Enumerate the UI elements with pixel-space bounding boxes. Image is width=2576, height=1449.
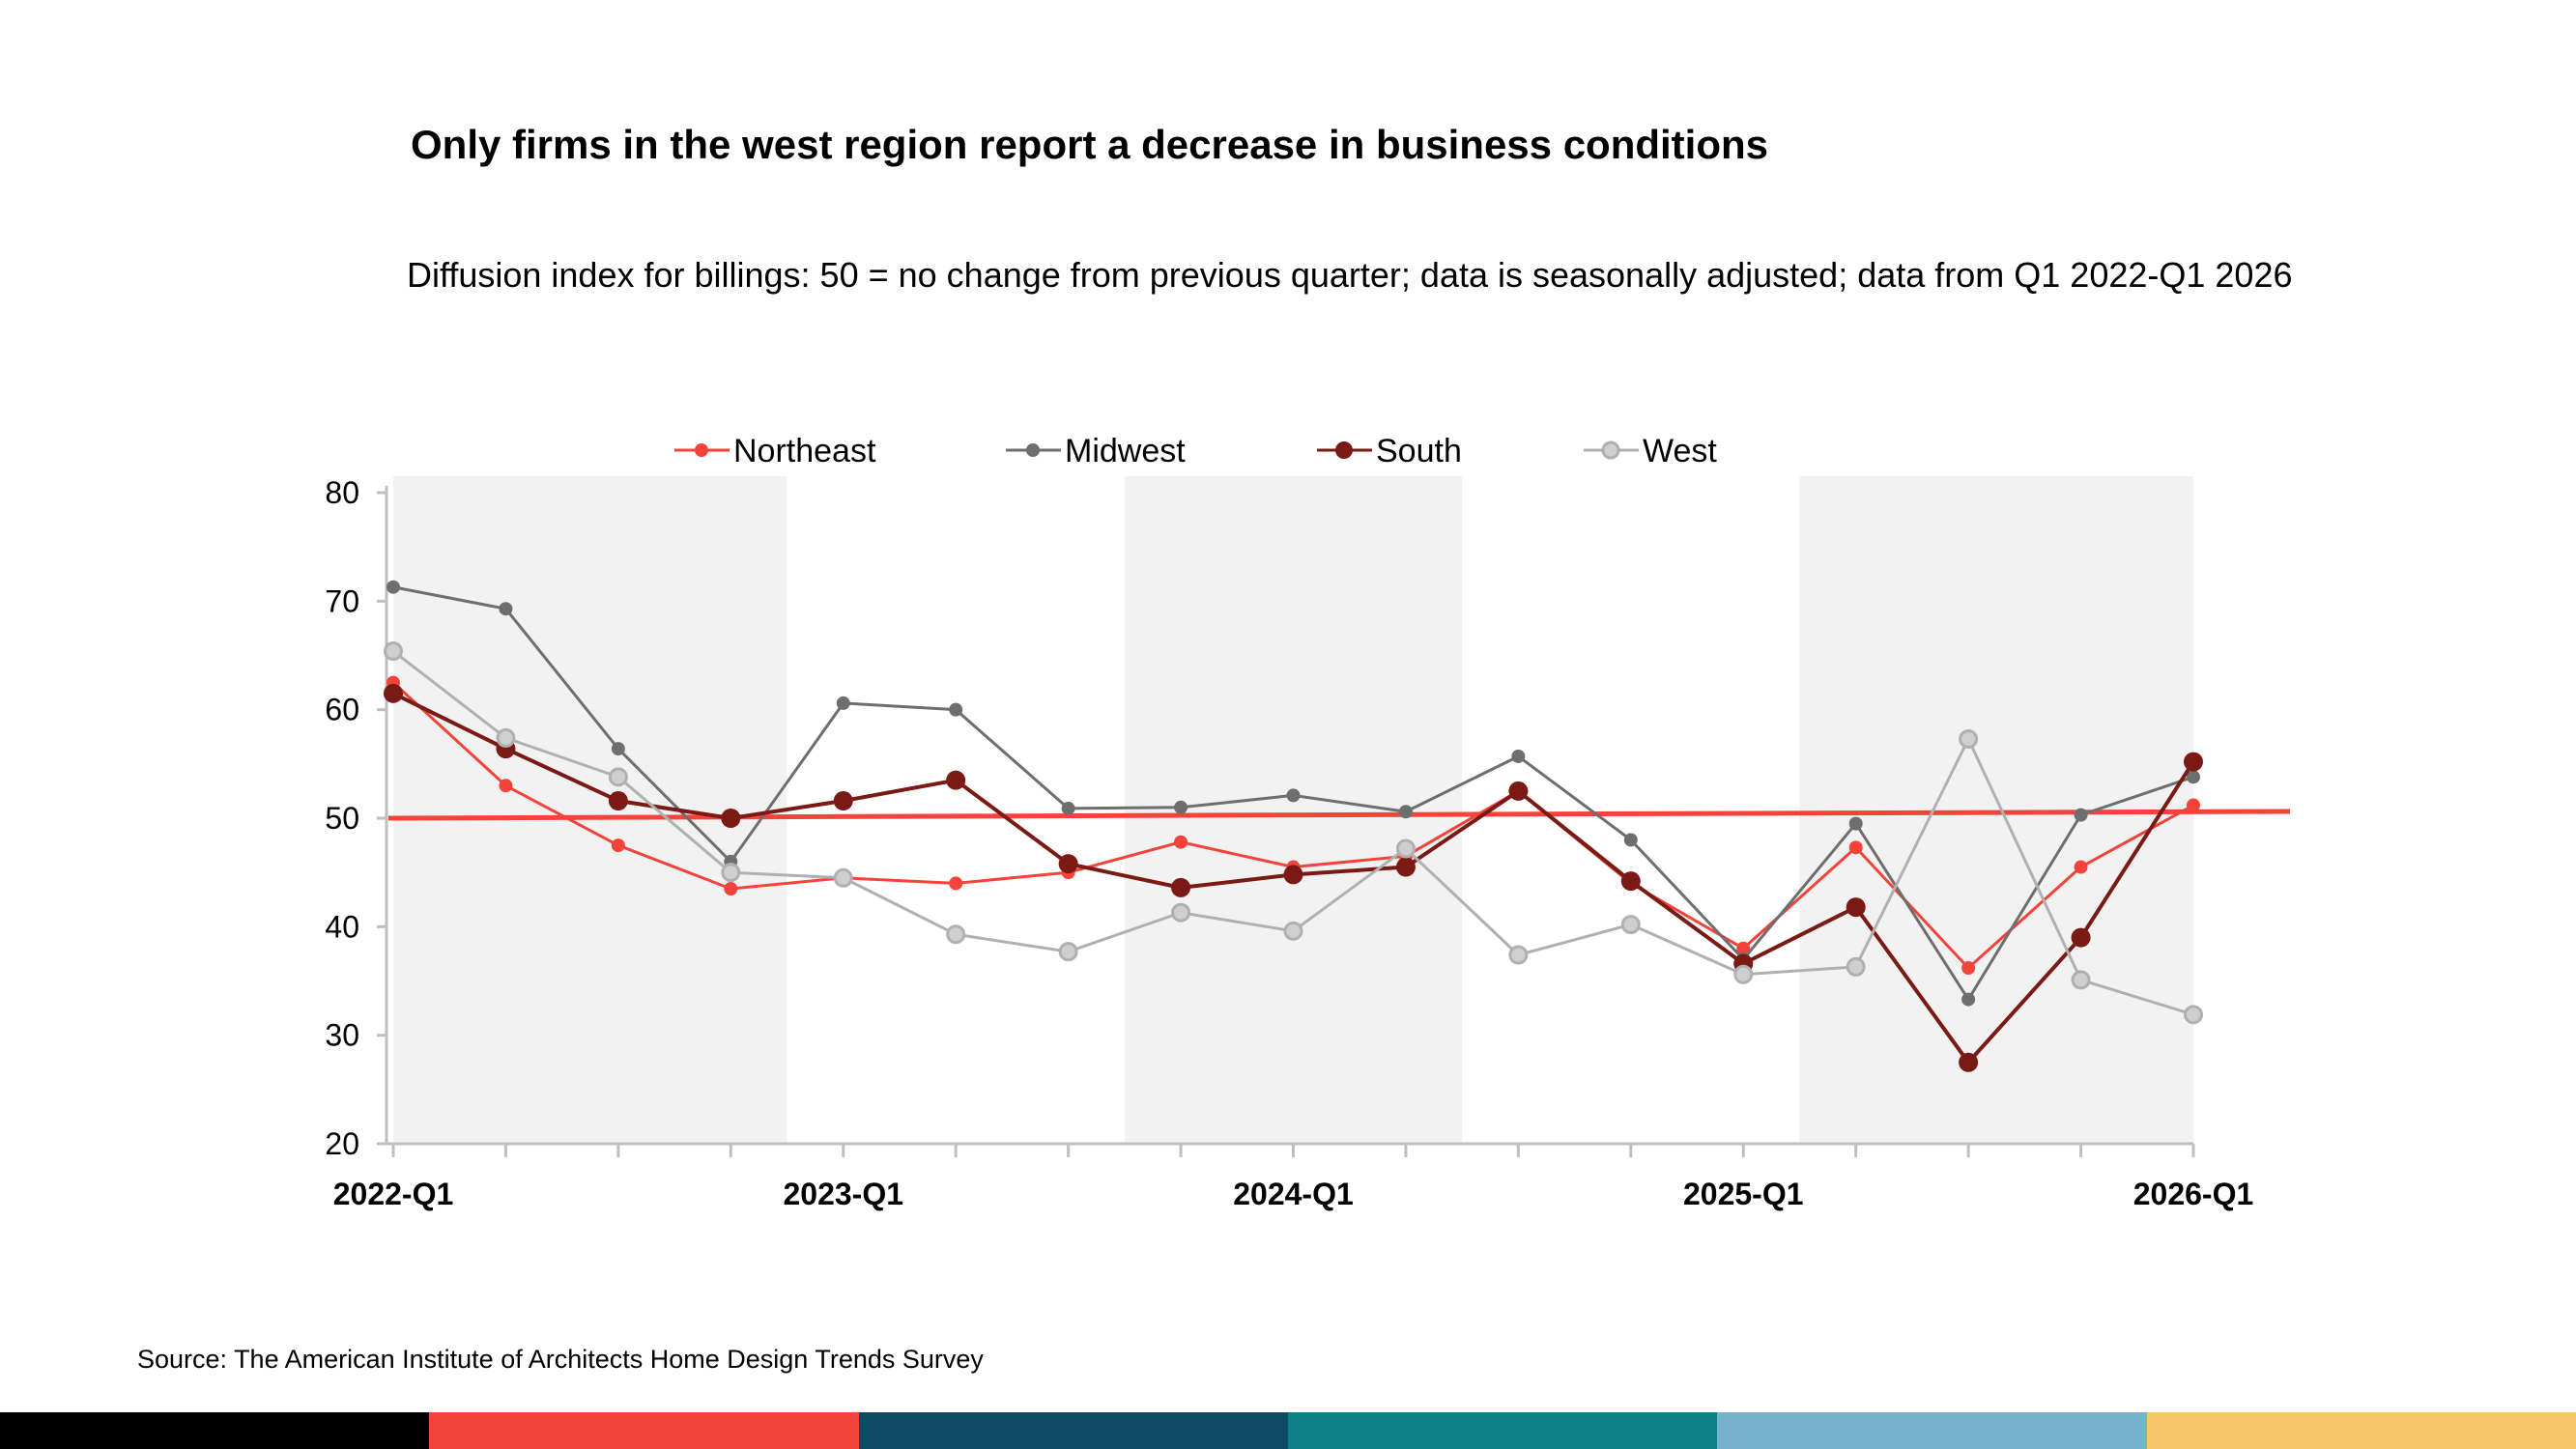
data-point-west <box>1620 915 1641 935</box>
y-tick-label: 50 <box>325 801 359 836</box>
data-point-northeast <box>949 876 963 891</box>
legend-label-northeast: Northeast <box>733 433 876 469</box>
legend-marker-west <box>1601 440 1620 460</box>
data-point-west <box>1395 838 1416 859</box>
line-chart: 20 30 40 50 60 70 80 2022-Q1 2023-Q1 2024-Q1 2025-… <box>325 433 2291 1211</box>
data-point-midwest <box>1398 805 1413 819</box>
data-point-northeast <box>1848 840 1863 855</box>
data-point-west <box>1846 956 1866 977</box>
data-point-south <box>1508 781 1529 801</box>
data-point-south <box>946 770 966 790</box>
data-point-south <box>2071 927 2091 948</box>
data-point-midwest <box>836 696 850 710</box>
data-point-west <box>1058 942 1078 962</box>
data-point-northeast <box>611 838 625 853</box>
reference-line-50 <box>387 809 2291 821</box>
data-point-west <box>1171 902 1191 923</box>
color-bar-segment <box>2146 1412 2576 1449</box>
chart-subtitle: Diffusion index for billings: 50 = no ch… <box>407 255 2293 295</box>
y-tick-label: 30 <box>325 1018 359 1053</box>
data-point-south <box>721 809 741 828</box>
data-point-south <box>1283 865 1303 885</box>
y-tick-label: 40 <box>325 909 359 944</box>
chart-title: Only firms in the west region report a d… <box>411 122 1769 167</box>
data-point-northeast <box>724 882 738 896</box>
data-point-midwest <box>499 602 513 616</box>
data-point-northeast <box>499 779 513 793</box>
color-bar-segment <box>1717 1412 2147 1449</box>
data-point-northeast <box>1961 961 1976 976</box>
x-tick-label: 2023-Q1 <box>783 1177 903 1211</box>
data-point-northeast <box>1736 941 1751 955</box>
data-point-west <box>1959 728 1979 749</box>
data-point-west <box>608 767 628 787</box>
data-point-west <box>384 641 403 662</box>
data-point-midwest <box>1623 833 1638 847</box>
x-tick-label: 2022-Q1 <box>333 1177 454 1211</box>
legend-label-south: South <box>1376 433 1462 469</box>
brand-color-bar <box>0 1412 2576 1449</box>
data-point-midwest <box>386 580 400 594</box>
data-point-west <box>496 727 516 748</box>
data-point-south <box>1959 1052 1979 1072</box>
data-point-south <box>2184 752 2203 772</box>
data-point-midwest <box>1961 992 1976 1007</box>
data-point-midwest <box>1511 749 1526 763</box>
y-tick-label: 60 <box>325 693 359 727</box>
color-bar-segment <box>0 1412 430 1449</box>
data-point-midwest <box>1286 788 1301 803</box>
data-point-south <box>1846 897 1866 918</box>
x-tick-label: 2024-Q1 <box>1233 1177 1354 1211</box>
x-tick-label: 2025-Q1 <box>1683 1177 1804 1211</box>
data-point-midwest <box>1061 801 1075 815</box>
data-point-south <box>384 683 403 703</box>
legend-marker-northeast <box>695 443 708 457</box>
data-point-west <box>1508 945 1529 965</box>
y-tick-label: 80 <box>325 475 359 510</box>
x-tick-label: 2026-Q1 <box>2133 1177 2254 1211</box>
data-point-south <box>833 791 853 811</box>
data-point-midwest <box>1174 800 1188 814</box>
data-point-west <box>946 924 966 945</box>
data-point-south <box>1171 877 1191 897</box>
data-point-midwest <box>611 742 625 756</box>
data-point-south <box>1395 857 1416 877</box>
legend-marker-south <box>1335 441 1353 459</box>
shaded-year-band <box>393 476 787 1144</box>
data-point-west <box>721 863 741 883</box>
data-point-northeast <box>2074 860 2088 874</box>
data-point-west <box>2071 970 2091 990</box>
legend-label-west: West <box>1643 433 1717 469</box>
data-point-northeast <box>2187 798 2200 812</box>
legend-label-midwest: Midwest <box>1065 433 1186 469</box>
legend-marker-midwest <box>1026 443 1040 457</box>
data-point-south <box>608 791 628 811</box>
data-point-west <box>2184 1005 2203 1025</box>
data-point-south <box>1058 854 1078 874</box>
data-point-west <box>1283 921 1303 941</box>
color-bar-segment <box>429 1412 859 1449</box>
data-point-midwest <box>2074 808 2088 822</box>
data-point-midwest <box>1848 816 1863 831</box>
color-bar-segment <box>858 1412 1288 1449</box>
data-point-south <box>1620 871 1641 892</box>
data-point-midwest <box>2187 770 2200 784</box>
data-point-west <box>1733 964 1754 984</box>
data-point-midwest <box>949 702 963 717</box>
data-point-west <box>833 867 853 888</box>
data-point-northeast <box>1174 835 1188 849</box>
color-bar-segment <box>1287 1412 1718 1449</box>
y-tick-label: 20 <box>325 1126 359 1161</box>
y-tick-label: 70 <box>325 583 359 618</box>
source-note: Source: The American Institute of Archit… <box>137 1345 984 1374</box>
